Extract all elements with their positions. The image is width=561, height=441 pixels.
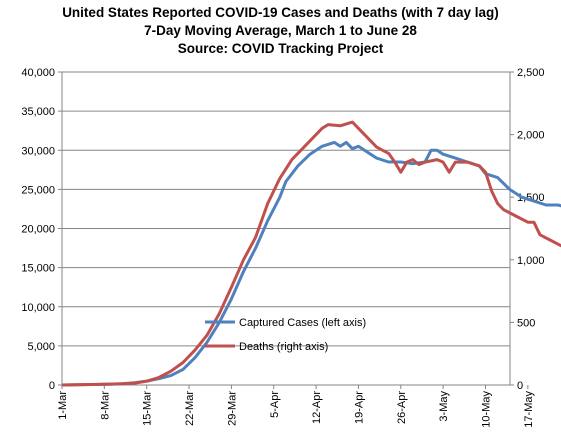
x-axis-tick-label: 17-May xyxy=(523,391,535,428)
chart-title: United States Reported COVID-19 Cases an… xyxy=(62,5,499,20)
right-axis-tick-label: 2,000 xyxy=(517,130,545,142)
x-axis-tick-label: 19-Apr xyxy=(353,391,365,424)
x-axis-tick-label: 29-Mar xyxy=(226,391,238,426)
right-axis-tick-label: 2,500 xyxy=(517,67,545,79)
deaths-series-line xyxy=(61,120,561,387)
x-axis-tick-label: 1-Mar xyxy=(57,391,69,420)
x-axis-tick-label: 5-Apr xyxy=(269,391,281,418)
left-axis-tick-label: 15,000 xyxy=(21,263,55,275)
cases-series-line xyxy=(61,140,561,387)
x-axis-tick-label: 3-May xyxy=(438,391,450,422)
legend-label-deaths: Deaths (right axis) xyxy=(239,341,328,353)
x-axis-tick-label: 26-Apr xyxy=(396,391,408,424)
x-axis-tick-label: 8-Mar xyxy=(99,391,111,420)
left-axis-tick-label: 20,000 xyxy=(21,224,55,236)
left-axis-tick-label: 10,000 xyxy=(21,302,55,314)
left-axis-tick-label: 0 xyxy=(49,380,55,392)
chart-subtitle: 7-Day Moving Average, March 1 to June 28 xyxy=(144,23,417,38)
x-axis-tick-label: 12-Apr xyxy=(311,391,323,424)
left-axis-tick-label: 35,000 xyxy=(21,106,55,118)
left-axis-tick-label: 40,000 xyxy=(21,67,55,79)
legend-label-cases: Captured Cases (left axis) xyxy=(239,317,366,329)
right-axis-tick-label: 0 xyxy=(517,380,523,392)
right-axis-tick-label: 500 xyxy=(517,317,535,329)
left-axis-tick-label: 30,000 xyxy=(21,145,55,157)
left-axis-tick-label: 25,000 xyxy=(21,184,55,196)
x-axis-tick-label: 15-Mar xyxy=(142,391,154,426)
chart-title-block: United States Reported COVID-19 Cases an… xyxy=(0,4,561,58)
chart-source: Source: COVID Tracking Project xyxy=(177,41,384,56)
left-axis-tick-label: 5,000 xyxy=(27,341,55,353)
x-axis-tick-label: 10-May xyxy=(481,391,493,428)
x-axis-tick-label: 22-Mar xyxy=(184,391,196,426)
right-axis-tick-label: 1,000 xyxy=(517,255,545,267)
